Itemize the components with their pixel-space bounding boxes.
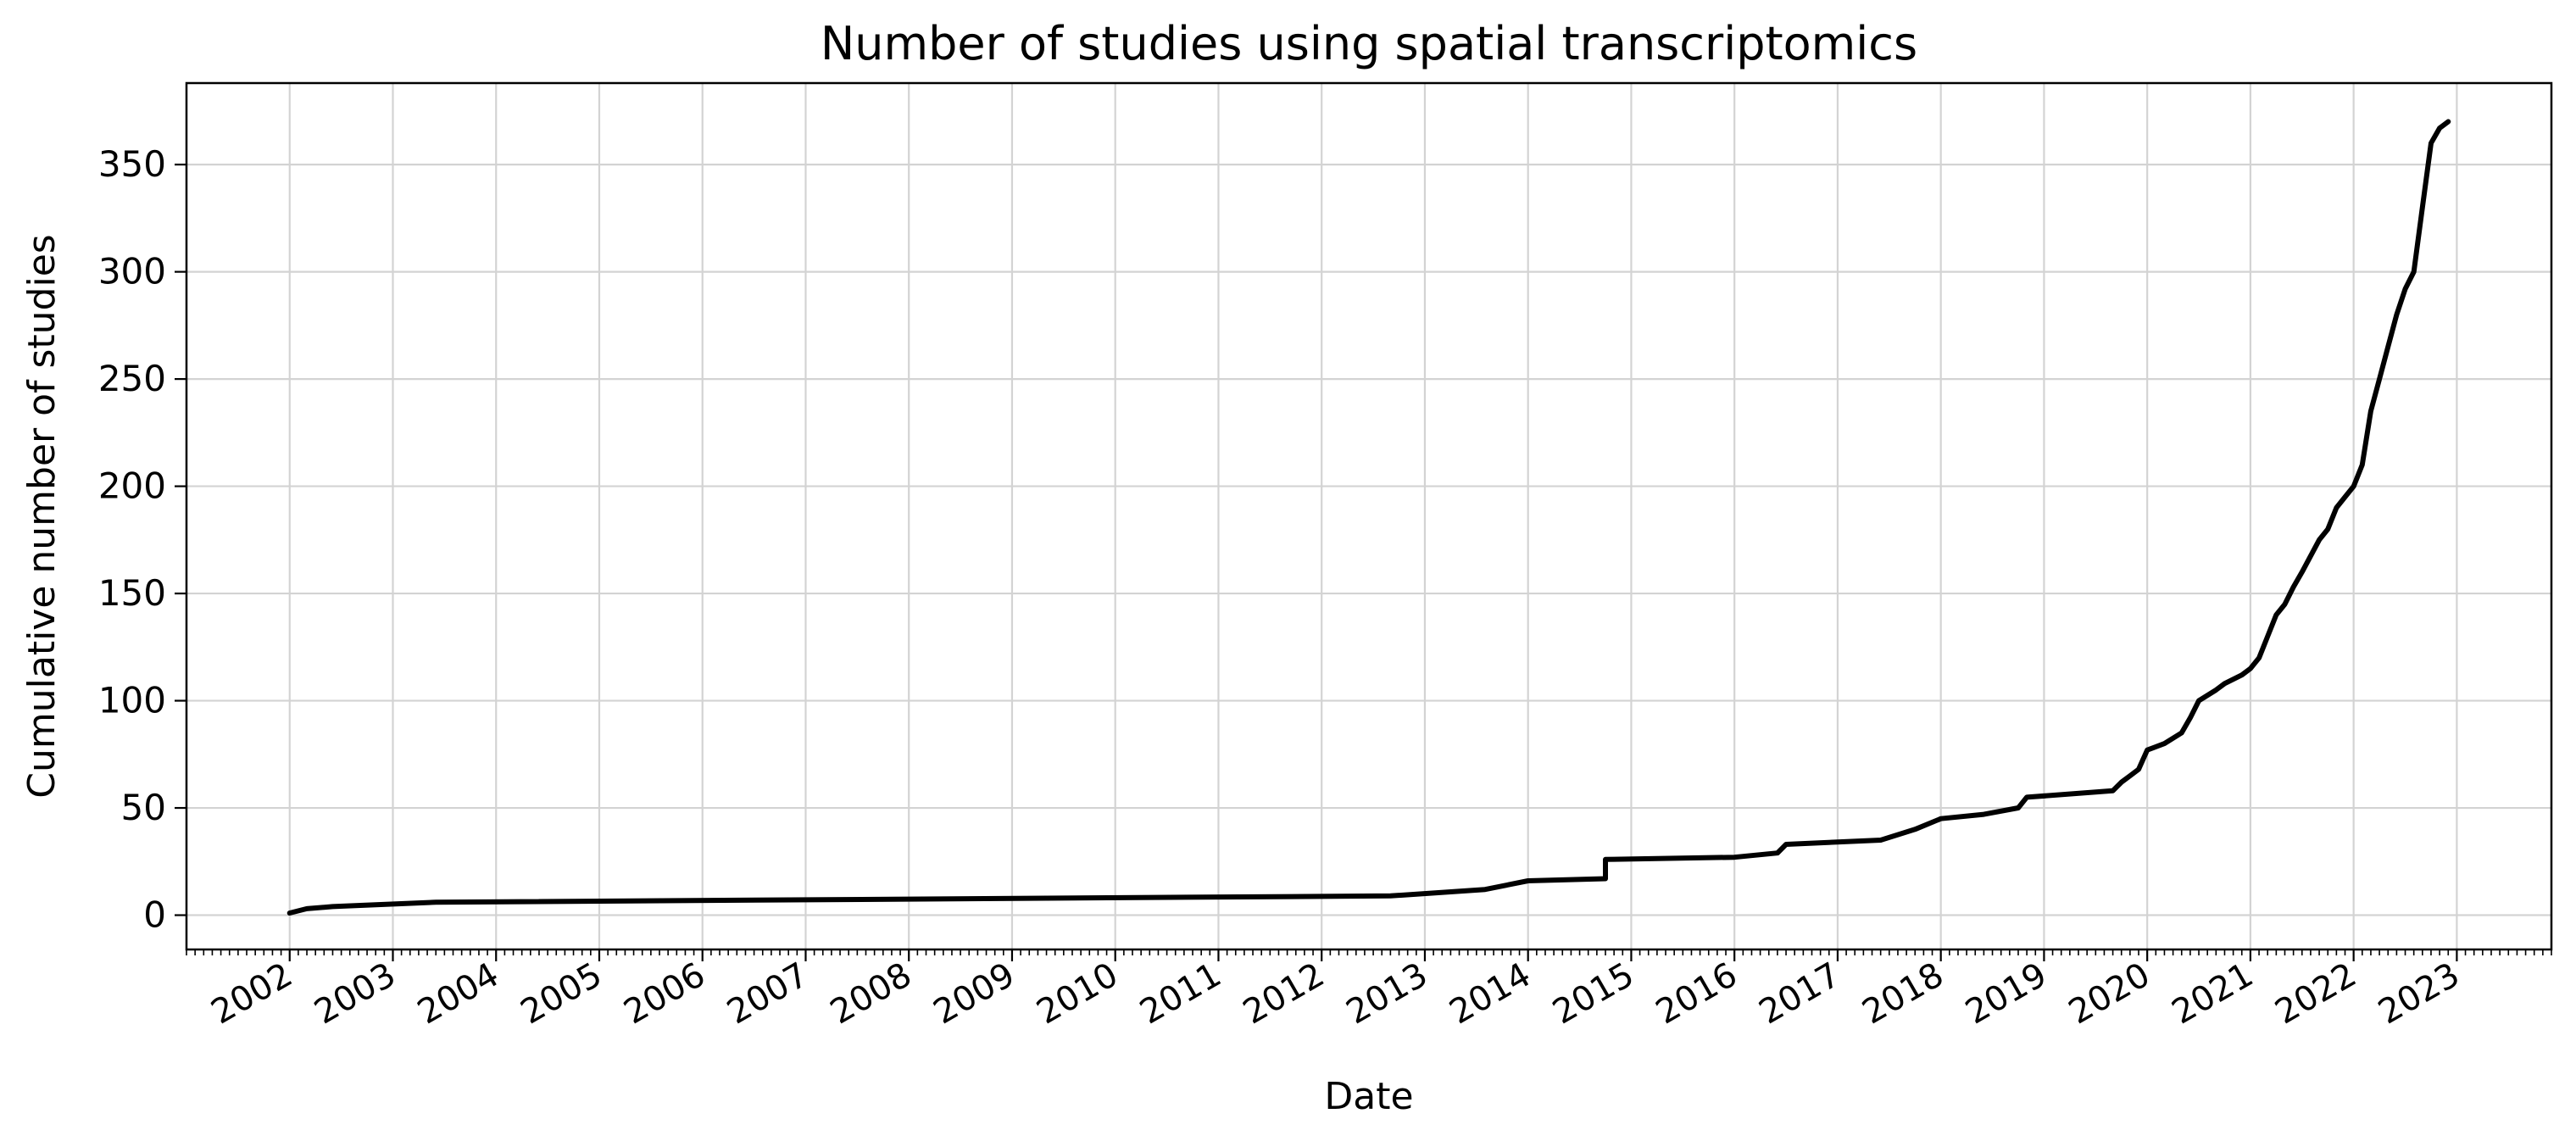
grid [186,83,2551,949]
y-axis: 0 50 100 150 200 250 300 350 [98,143,186,936]
chart-title: Number of studies using spatial transcri… [821,17,1917,70]
y-tick-label: 0 [143,894,166,936]
y-tick-label: 100 [98,680,166,721]
plot-frame [185,81,2553,951]
y-tick-label: 50 [121,787,166,828]
cumulative-studies-line [287,119,2451,916]
x-axis-label: Date [1324,1075,1413,1118]
y-tick-label: 300 [98,251,166,292]
series-line [287,119,2451,916]
y-axis-label: Cumulative number of studies [20,234,64,798]
y-tick-label: 350 [98,143,166,185]
y-tick-label: 250 [98,358,166,399]
y-tick-label: 200 [98,465,166,507]
minor-ticks [186,949,2552,955]
y-tick-label: 150 [98,572,166,614]
